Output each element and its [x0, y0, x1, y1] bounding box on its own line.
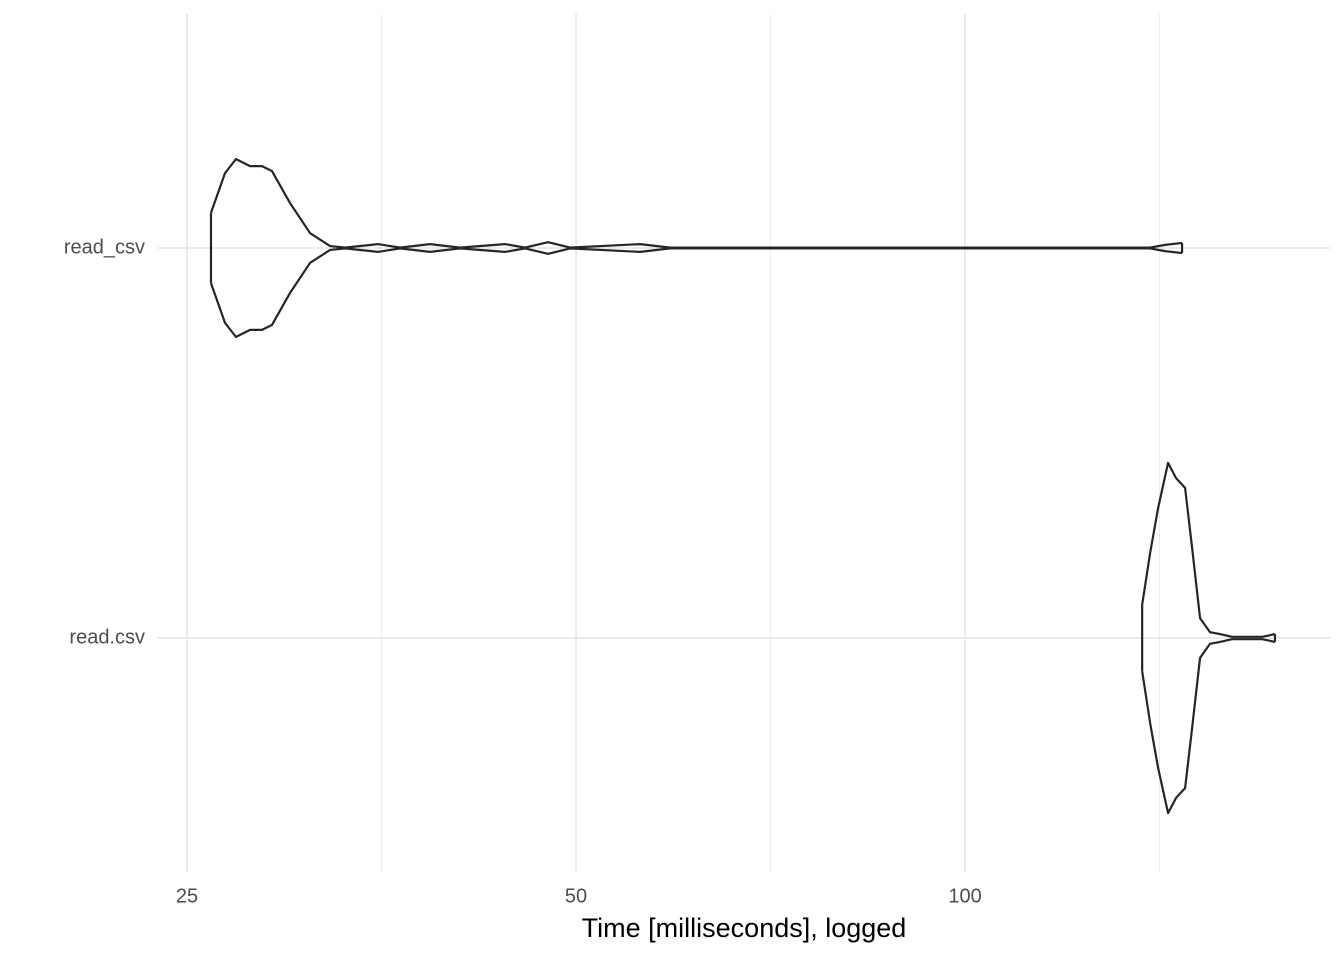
x-tick-label: 100 — [948, 885, 981, 907]
violin-outline — [1141, 638, 1276, 815]
violin-outline — [209, 157, 1183, 249]
violin-outline — [209, 247, 1183, 339]
violin-outline — [1141, 461, 1276, 638]
y-tick-label: read_csv — [64, 236, 145, 258]
x-axis-title: Time [milliseconds], logged — [582, 913, 907, 943]
y-tick-label: read.csv — [69, 626, 145, 648]
x-tick-label: 25 — [176, 885, 198, 907]
x-tick-label: 50 — [565, 885, 587, 907]
